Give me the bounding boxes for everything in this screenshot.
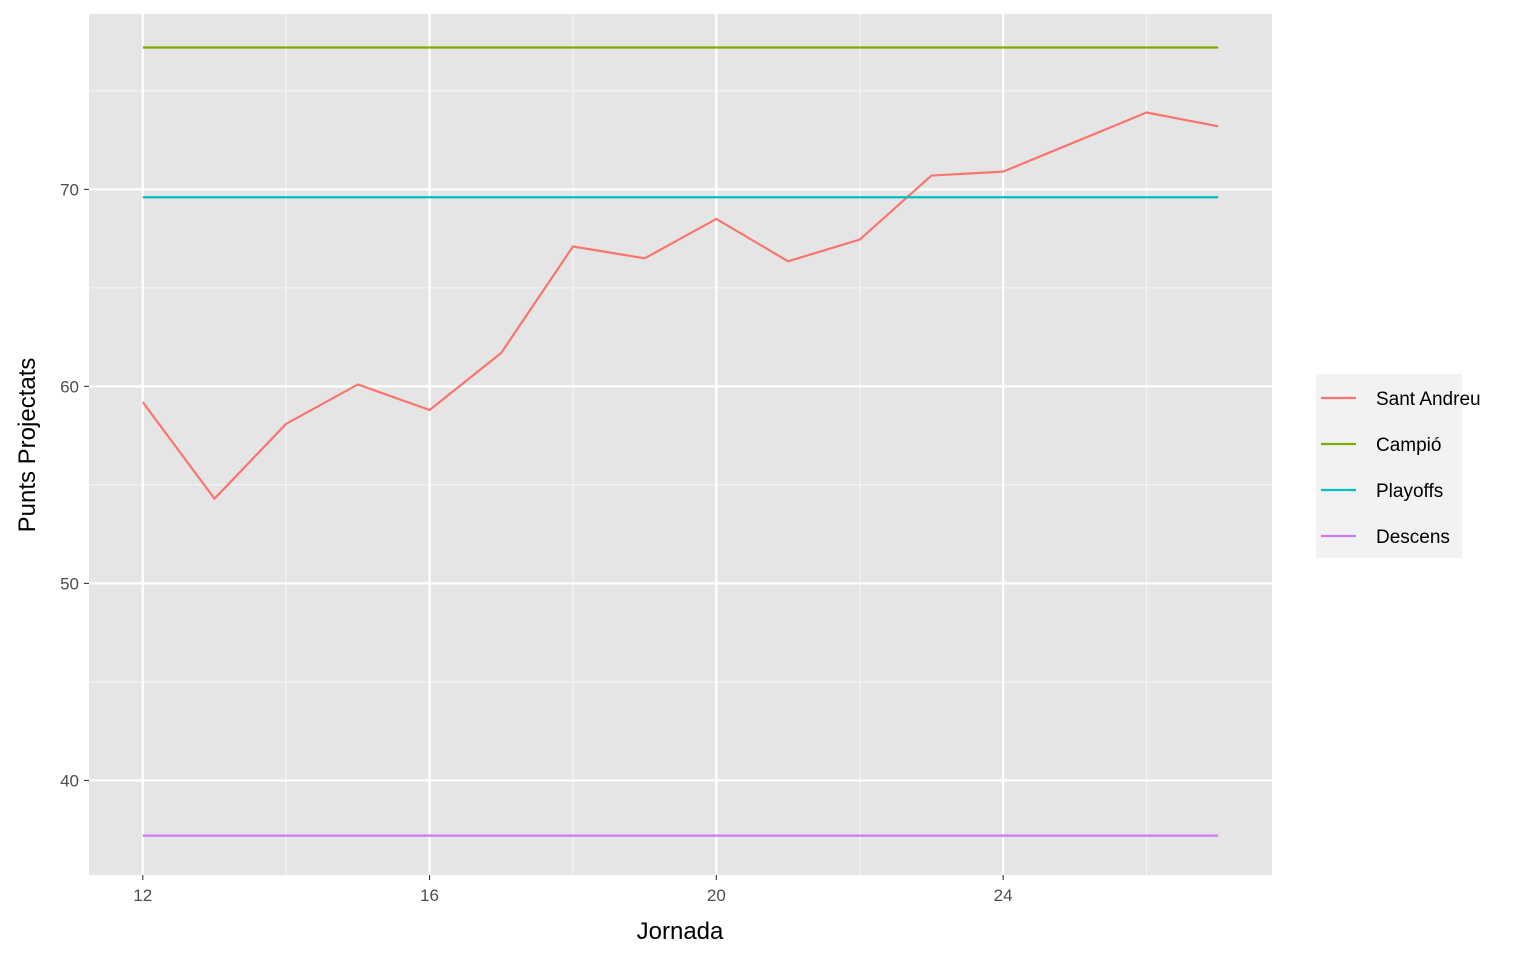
legend-label-campio: Campió bbox=[1376, 435, 1441, 456]
y-axis-title: Punts Projectats bbox=[14, 358, 41, 533]
legend-background bbox=[1316, 374, 1462, 558]
y-tick-label: 50 bbox=[60, 574, 79, 593]
y-tick-label: 60 bbox=[60, 377, 79, 396]
axis-layer: 12 16 20 24 40 50 60 70 bbox=[60, 180, 1013, 905]
x-tick-label: 12 bbox=[133, 886, 152, 905]
legend-label-playoffs: Playoffs bbox=[1376, 481, 1443, 502]
series-line-sant-andreu bbox=[141, 111, 1219, 500]
x-tick-label: 16 bbox=[420, 886, 439, 905]
y-tick-label: 70 bbox=[60, 180, 79, 199]
legend-label-sant-andreu: Sant Andreu bbox=[1376, 389, 1481, 410]
x-tick-label: 24 bbox=[994, 886, 1013, 905]
y-tick-label: 40 bbox=[60, 771, 79, 790]
minor-grid bbox=[89, 14, 1272, 875]
x-axis-title: Jornada bbox=[637, 918, 724, 945]
series-layer bbox=[141, 46, 1219, 837]
major-grid bbox=[89, 14, 1272, 875]
legend-label-descens: Descens bbox=[1376, 527, 1450, 548]
x-tick-label: 20 bbox=[707, 886, 726, 905]
legend: Sant Andreu Campió Playoffs Descens bbox=[1316, 374, 1481, 558]
